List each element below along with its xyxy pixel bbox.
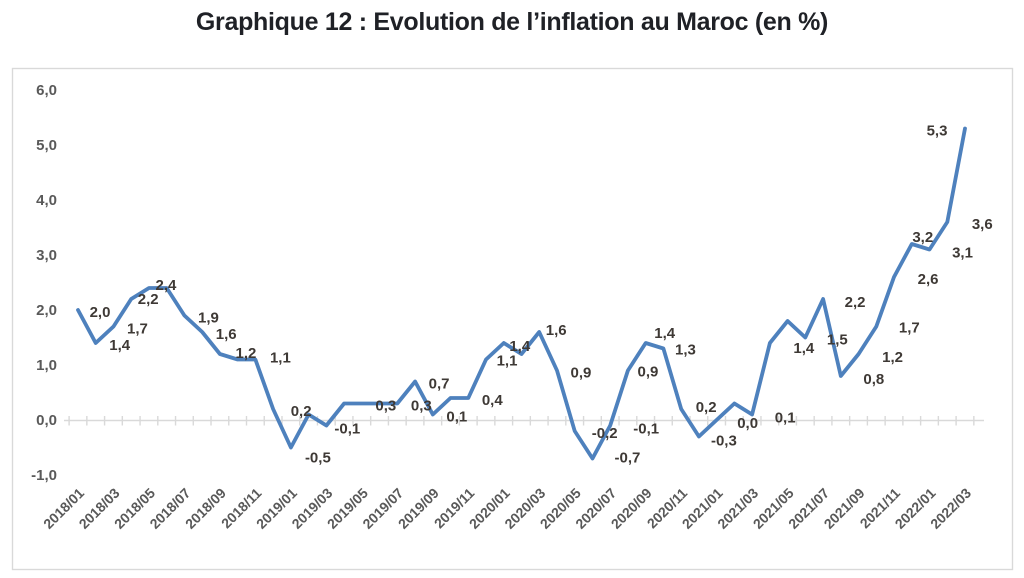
inflation-series-line xyxy=(76,126,967,461)
data-label: 0,1 xyxy=(446,409,467,426)
data-label: 1,6 xyxy=(546,322,567,339)
data-label: 1,7 xyxy=(899,320,920,337)
data-label: 0,2 xyxy=(696,399,717,416)
data-label: 1,4 xyxy=(793,340,815,357)
chart-title: Graphique 12 : Evolution de l’inflation … xyxy=(195,8,829,36)
y-axis-tick-label: 5,0 xyxy=(36,137,57,154)
y-axis-tick-label: 6,0 xyxy=(36,82,57,99)
y-axis-tick-label: 1,0 xyxy=(36,357,57,374)
data-label: 1,5 xyxy=(827,332,848,349)
data-label: 3,2 xyxy=(912,229,933,246)
data-label: 1,9 xyxy=(198,310,219,327)
y-axis-tick-label: 4,0 xyxy=(36,192,57,209)
y-axis-tick-label: 2,0 xyxy=(36,302,57,319)
data-label: 0,0 xyxy=(737,415,758,432)
data-label: 0,4 xyxy=(482,392,504,409)
data-label: -0,7 xyxy=(615,450,641,467)
data-label: 0,3 xyxy=(411,398,432,415)
data-label: 1,4 xyxy=(509,338,531,355)
data-label: 1,6 xyxy=(216,326,237,343)
data-label: 5,3 xyxy=(927,123,948,140)
data-label: 2,0 xyxy=(90,304,111,321)
data-label: -0,5 xyxy=(305,450,331,467)
data-label: 1,2 xyxy=(882,349,903,366)
data-label: 2,2 xyxy=(138,291,159,308)
data-label: 1,1 xyxy=(270,350,291,367)
data-label: 3,6 xyxy=(972,216,993,233)
data-label: 1,2 xyxy=(235,345,256,362)
data-label: 2,4 xyxy=(156,277,178,294)
data-label: 0,2 xyxy=(291,403,312,420)
data-label: 0,1 xyxy=(775,410,796,427)
data-label: -0,1 xyxy=(633,421,659,438)
data-label: 3,1 xyxy=(952,245,973,262)
y-axis-tick-label: 3,0 xyxy=(36,247,57,264)
data-label: 0,9 xyxy=(571,365,592,382)
data-label: 1,1 xyxy=(497,353,518,370)
data-label: 1,7 xyxy=(127,321,148,338)
data-label: 0,8 xyxy=(863,371,884,388)
data-label: 0,9 xyxy=(638,364,659,381)
data-label: 2,2 xyxy=(845,294,866,311)
data-label: 1,4 xyxy=(654,325,676,342)
data-label: -0,1 xyxy=(334,421,360,438)
y-axis-tick-label: 0,0 xyxy=(36,412,57,429)
y-axis-tick-label: -1,0 xyxy=(31,467,57,484)
data-label: 1,4 xyxy=(109,337,131,354)
data-label: -0,3 xyxy=(711,433,737,450)
data-label: -0,2 xyxy=(592,425,618,442)
chart-border xyxy=(11,67,1014,571)
data-label: 0,7 xyxy=(429,376,450,393)
data-label: 1,3 xyxy=(675,342,696,359)
data-label: 0,3 xyxy=(375,398,396,415)
data-label: 2,6 xyxy=(918,271,939,288)
